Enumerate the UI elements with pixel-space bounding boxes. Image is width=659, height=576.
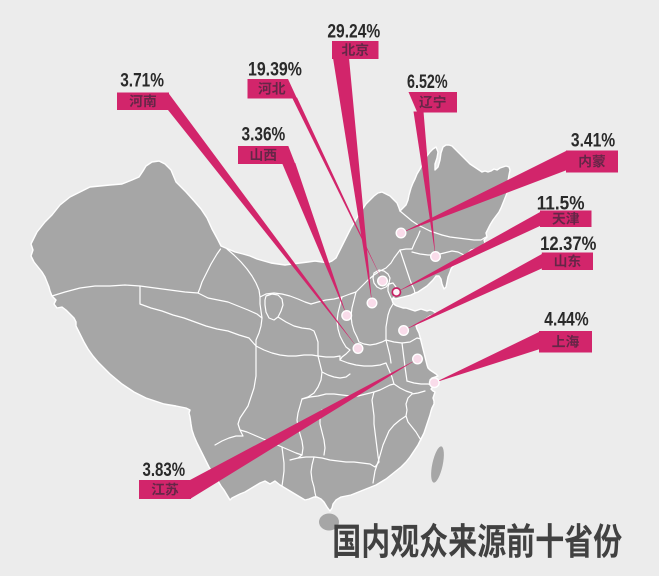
svg-text:19.39%: 19.39% bbox=[248, 59, 302, 81]
svg-text:3.83%: 3.83% bbox=[143, 459, 186, 481]
svg-text:29.24%: 29.24% bbox=[327, 20, 380, 42]
svg-text:3.36%: 3.36% bbox=[242, 124, 286, 146]
svg-text:3.41%: 3.41% bbox=[571, 130, 615, 152]
svg-text:3.71%: 3.71% bbox=[120, 70, 164, 92]
svg-text:6.52%: 6.52% bbox=[407, 71, 448, 93]
svg-text:12.37%: 12.37% bbox=[540, 233, 596, 255]
svg-text:11.5%: 11.5% bbox=[537, 192, 585, 214]
svg-text:4.44%: 4.44% bbox=[544, 308, 588, 330]
